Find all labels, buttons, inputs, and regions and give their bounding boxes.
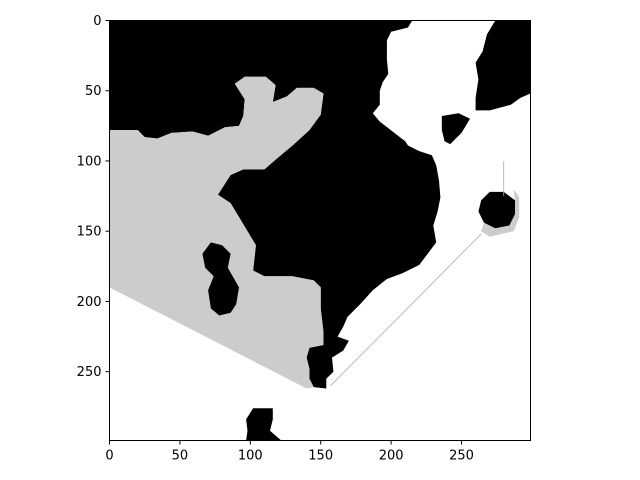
y-tick-label: 50 (85, 84, 102, 99)
x-tick-label: 250 (449, 449, 474, 464)
x-tick-label: 100 (238, 449, 263, 464)
y-tick-label: 0 (93, 14, 101, 29)
region-gray-region (109, 76, 324, 389)
y-tick-label: 250 (77, 365, 102, 380)
y-tick-label: 200 (77, 295, 102, 310)
y-tick-label: 100 (77, 154, 102, 169)
region-black-small-island-upper (441, 113, 470, 145)
y-axis: 0 50 100 150 200 250 (77, 14, 110, 380)
region-black-upper-right (475, 20, 531, 111)
x-tick-label: 0 (105, 449, 113, 464)
region-black-main (109, 20, 441, 389)
region-black-right-island (478, 191, 515, 229)
x-axis: 0 50 100 150 200 250 (105, 440, 474, 464)
region-black-bottom-blob (246, 408, 282, 441)
x-tick-label: 50 (172, 449, 189, 464)
y-tick-label: 150 (77, 225, 102, 240)
regions-layer (109, 20, 531, 441)
region-gray-right-island-edge (481, 189, 520, 237)
x-tick-label: 150 (308, 449, 333, 464)
region-black-left-blob (202, 242, 239, 316)
x-tick-label: 200 (379, 449, 404, 464)
thin-diagonal-line (330, 233, 482, 386)
axes-frame (109, 20, 531, 441)
lines-layer (330, 161, 505, 386)
plot-area (109, 20, 531, 441)
